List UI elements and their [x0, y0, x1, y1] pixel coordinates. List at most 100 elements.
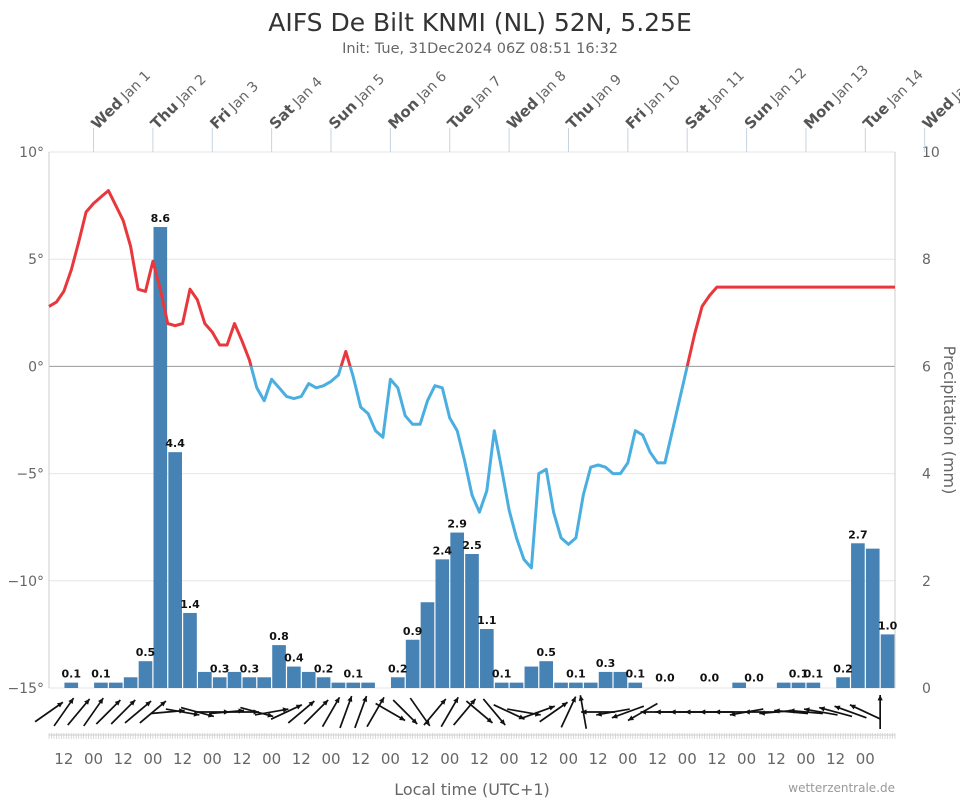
wind-arrow-52	[803, 707, 838, 716]
day-label-6: TueJan 7	[444, 72, 505, 133]
y-right-tick-0: 10	[922, 145, 940, 161]
wind-arrow-head-3	[98, 698, 104, 704]
wind-arrow-head-21	[362, 696, 368, 702]
wind-arrow-shaft-0	[34, 701, 64, 723]
wind-arrow-shaft-50	[774, 709, 809, 715]
precipitation-bar-12	[227, 671, 242, 688]
precipitation-bar-37	[598, 671, 613, 688]
day-date-10: Jan 11	[705, 68, 748, 111]
wind-arrow-head-46	[714, 709, 721, 715]
precipitation-bar-6	[138, 661, 153, 688]
wind-arrow-shaft-5	[110, 699, 136, 725]
precipitation-label-23: 0.2	[388, 662, 408, 675]
wind-arrow-shaft-39	[611, 705, 645, 719]
precipitation-bar-21	[361, 682, 375, 688]
wind-arrow-shaft-24	[392, 699, 418, 725]
day-label-9: FriJan 10	[622, 71, 684, 133]
precipitation-label-8: 4.4	[165, 437, 185, 450]
day-name-10: Sat	[681, 100, 714, 133]
precipitation-label-7: 8.6	[151, 212, 171, 225]
wind-arrow-shaft-33	[522, 705, 556, 719]
wind-arrow-shaft-29	[465, 700, 493, 724]
x-axis-title: Local time (UTC+1)	[394, 780, 550, 799]
day-label-7: WedJan 8	[503, 66, 569, 132]
wind-arrow-shaft-4	[95, 699, 121, 725]
precipitation-label-11: 0.3	[210, 662, 230, 675]
precipitation-bar-1	[64, 682, 79, 688]
day-date-3: Jan 4	[289, 74, 326, 111]
precipitation-label-50: 0.1	[789, 668, 809, 681]
wind-arrow-head-7	[160, 701, 166, 707]
wind-arrow-head-52	[804, 707, 810, 713]
wind-arrow-head-36	[578, 695, 584, 702]
day-name-7: Wed	[503, 94, 542, 133]
precipitation-bar-17	[301, 671, 316, 688]
precipitation-bar-19	[331, 682, 346, 688]
x-tick-0: 12	[54, 750, 73, 768]
precipitation-bar-14	[257, 677, 272, 688]
wind-arrow-27	[440, 696, 459, 728]
precipitation-label-9: 1.4	[180, 598, 200, 611]
day-date-2: Jan 3	[225, 79, 262, 116]
wind-arrow-head-18	[322, 699, 329, 706]
wind-arrow-29	[465, 700, 493, 724]
day-date-0: Jan 1	[117, 68, 154, 105]
x-tick-1: 00	[84, 750, 103, 768]
wind-arrow-head-45	[699, 709, 706, 715]
wind-arrow-head-56	[877, 695, 883, 701]
precipitation-bar-27	[450, 532, 464, 688]
wind-arrow-2	[67, 698, 91, 726]
wind-arrow-24	[392, 699, 418, 725]
wind-arrow-16	[270, 704, 303, 720]
precipitation-label-35: 0.1	[566, 668, 586, 681]
wind-arrow-51	[788, 708, 823, 715]
wind-arrows	[34, 695, 883, 729]
day-name-5: Mon	[384, 95, 422, 133]
day-date-12: Jan 13	[829, 62, 872, 105]
wind-arrow-head-15	[282, 707, 289, 713]
wind-arrow-shaft-53	[818, 706, 853, 718]
x-tick-23: 00	[737, 750, 756, 768]
wind-arrow-23	[375, 702, 406, 722]
wind-arrow-head-30	[499, 719, 506, 726]
wind-arrow-shaft-22	[366, 696, 385, 728]
y-right-tick-4: 2	[922, 574, 931, 590]
y-axis-right-title: Precipitation (mm)	[940, 346, 959, 495]
day-label-1: ThuJan 2	[147, 70, 210, 133]
precipitation-bar-8	[168, 452, 182, 688]
x-tick-5: 00	[203, 750, 222, 768]
wind-arrow-head-27	[453, 697, 459, 704]
precipitation-bar-11	[212, 677, 227, 688]
day-name-12: Mon	[800, 95, 838, 133]
y-left-tick-1: 5°	[28, 252, 44, 268]
precipitation-label-37: 0.3	[596, 657, 616, 670]
wind-arrow-19	[321, 696, 341, 728]
wind-arrow-head-22	[379, 697, 385, 704]
precipitation-bar-26	[435, 559, 450, 688]
credit: wetterzentrale.de	[788, 781, 895, 795]
precipitation-label-56: 1.0	[878, 619, 898, 632]
day-name-3: Sat	[266, 100, 299, 133]
wind-arrow-head-48	[744, 709, 750, 715]
day-name-13: Tue	[859, 99, 893, 133]
day-label-3: SatJan 4	[266, 73, 326, 133]
wind-arrow-head-42	[655, 709, 661, 715]
day-label-11: SunJan 12	[741, 64, 810, 133]
precipitation-bar-20	[346, 682, 361, 688]
day-date-1: Jan 2	[173, 72, 210, 109]
precipitation-label-18: 0.2	[314, 662, 334, 675]
day-date-11: Jan 12	[767, 65, 810, 108]
precipitation-bar-34	[554, 682, 568, 688]
precipitation-labels: 0.1 0.10.58.64.41.40.3 0.30.80.40.2 0.1 0.20…	[62, 212, 898, 684]
wind-arrow-50	[774, 708, 809, 715]
wind-arrow-33	[522, 705, 556, 719]
wind-arrow-21	[354, 695, 368, 729]
temperature-line	[48, 189, 895, 570]
wind-arrow-head-40	[627, 715, 634, 721]
precipitation-label-26: 2.4	[433, 544, 453, 557]
wind-arrow-shaft-35	[560, 696, 577, 728]
day-date-8: Jan 9	[588, 72, 625, 109]
day-date-13: Jan 14	[884, 67, 927, 110]
wind-arrow-15	[254, 707, 289, 716]
